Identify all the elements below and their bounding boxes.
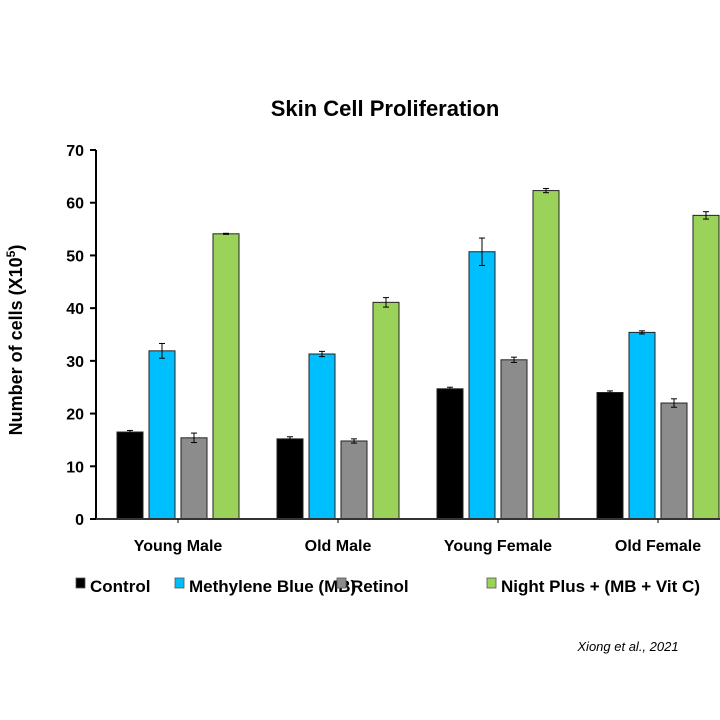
bar-2-3	[660, 402, 688, 520]
x-tick-label: Young Male	[134, 538, 223, 555]
legend-label-1: Methylene Blue (MB)	[189, 577, 356, 596]
bar-1-1	[308, 353, 336, 520]
legend-label-3: Night Plus + (MB + Vit C)	[501, 577, 700, 596]
y-tick-label: 40	[66, 301, 84, 318]
legend-swatch-2	[336, 577, 347, 589]
y-tick-label: 70	[66, 143, 84, 160]
bar-1-2	[468, 251, 496, 520]
bar-3-3	[692, 214, 720, 520]
x-tick-label: Young Female	[444, 538, 552, 555]
legend-swatch-3	[486, 577, 497, 589]
bar-1-0	[148, 350, 176, 520]
bar-2-0	[180, 437, 208, 520]
x-tick-label: Old Female	[615, 538, 701, 555]
legend-label-0: Control	[90, 577, 150, 596]
bar-0-0	[116, 431, 144, 520]
legend-swatch-1	[174, 577, 185, 589]
x-tick-label: Old Male	[305, 538, 372, 555]
legend-swatch-0	[75, 577, 86, 589]
bar-0-1	[276, 438, 304, 520]
y-tick-label: 0	[75, 512, 84, 529]
bar-0-3	[596, 391, 624, 520]
chart-title: Skin Cell Proliferation	[271, 96, 500, 121]
y-tick-label: 30	[66, 354, 84, 371]
bar-0-2	[436, 388, 464, 520]
bar-2-1	[340, 440, 368, 520]
citation: Xiong et al., 2021	[576, 639, 678, 654]
y-tick-label: 50	[66, 248, 84, 265]
bar-1-3	[628, 331, 656, 520]
bar-3-2	[532, 190, 560, 520]
legend-label-2: Retinol	[351, 577, 409, 596]
bar-2-2	[500, 359, 528, 520]
y-axis-label: Number of cells (X105)	[4, 245, 26, 436]
y-tick-label: 10	[66, 459, 84, 476]
bar-3-0	[212, 233, 240, 520]
y-tick-label: 60	[66, 196, 84, 213]
y-tick-label: 20	[66, 407, 84, 424]
bar-3-1	[372, 301, 400, 520]
